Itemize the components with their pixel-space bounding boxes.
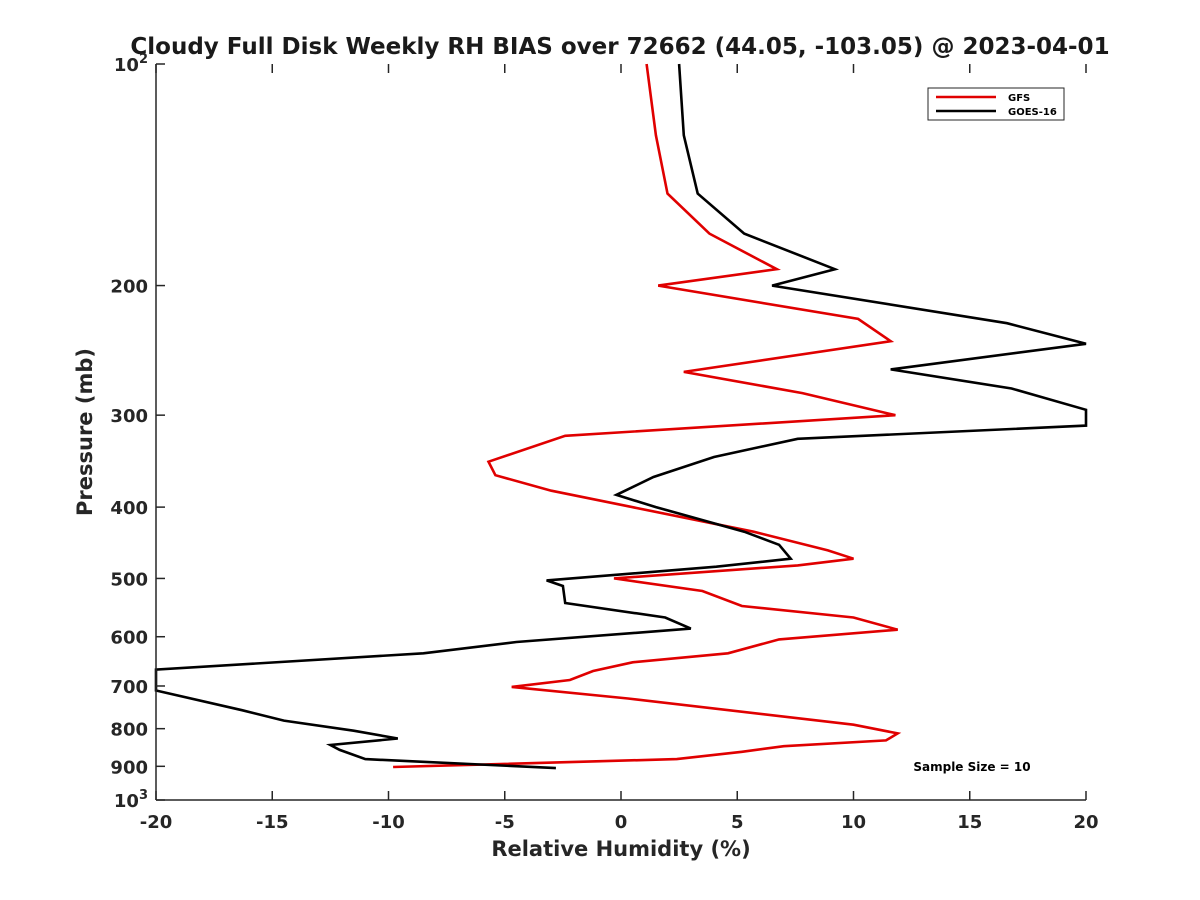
y-tick-label: 600 [110, 628, 148, 649]
y-tick-label: 700 [110, 677, 148, 698]
x-tick-label: -15 [256, 812, 289, 833]
legend-label-goes16: GOES-16 [1008, 107, 1057, 118]
series-layer [154, 63, 1088, 770]
chart-title: Cloudy Full Disk Weekly RH BIAS over 726… [130, 34, 1109, 60]
x-tick-label: 10 [841, 812, 866, 833]
sample-size-annotation: Sample Size = 10 [913, 760, 1030, 774]
x-tick-label: -10 [372, 812, 405, 833]
legend: GFS GOES-16 [927, 87, 1065, 121]
x-tick-label: 15 [957, 812, 982, 833]
x-tick-label: -20 [140, 812, 173, 833]
y-axis-label: Pressure (mb) [73, 348, 97, 516]
y-tick-label: 103 [114, 788, 148, 812]
y-tick-label: 300 [110, 406, 148, 427]
y-ticks: 102 200 300 400 500 600 700 800 900 103 [110, 52, 165, 812]
legend-box [927, 87, 1065, 121]
x-tick-label: -5 [495, 812, 515, 833]
y-tick-label: 800 [110, 720, 148, 741]
x-tick-label: 20 [1073, 812, 1098, 833]
x-tick-label: 5 [731, 812, 744, 833]
y-tick-label: 500 [110, 569, 148, 590]
series-line-gfs [393, 63, 902, 769]
y-tick-label: 900 [110, 757, 148, 778]
y-tick-label: 400 [110, 498, 148, 519]
x-ticks: -20 -15 -10 -5 0 5 10 15 20 [140, 64, 1099, 833]
legend-label-gfs: GFS [1008, 93, 1030, 104]
x-tick-label: 0 [615, 812, 628, 833]
x-axis-label: Relative Humidity (%) [491, 837, 750, 861]
y-tick-label: 200 [110, 277, 148, 298]
y-tick-label: 102 [114, 52, 148, 76]
series-line-goes16 [154, 63, 1088, 770]
